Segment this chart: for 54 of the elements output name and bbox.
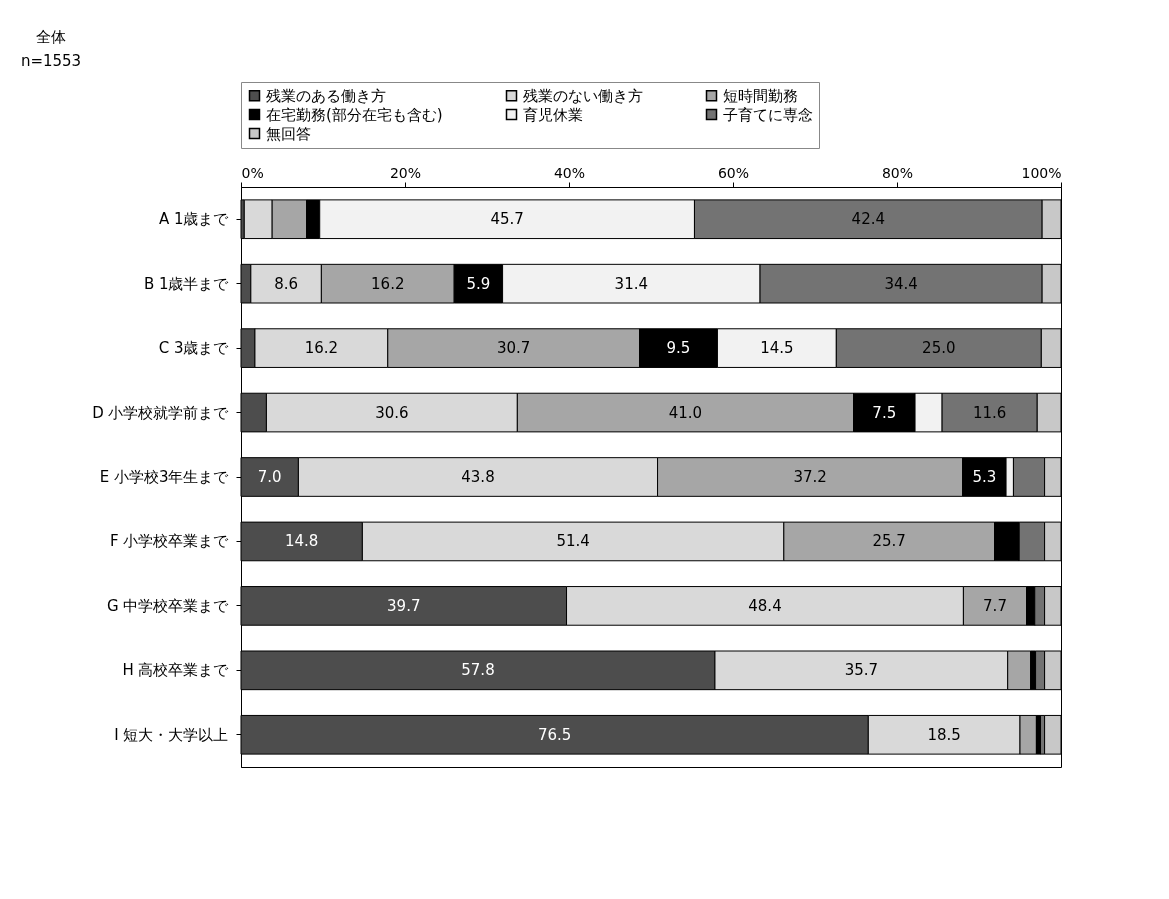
x-tick-label: 0% [241, 164, 264, 181]
data-label: 41.0 [668, 403, 703, 422]
data-label: 51.4 [556, 532, 590, 551]
data-label: 42.4 [851, 210, 885, 229]
data-label: 25.0 [922, 339, 956, 358]
data-label: 9.5 [666, 339, 691, 358]
y-tick-label: I 短大・大学以上 [114, 725, 229, 744]
data-label: 16.2 [304, 339, 339, 358]
data-label: 25.7 [872, 532, 906, 551]
legend-label: 残業のある働き方 [266, 86, 386, 105]
data-label: 35.7 [844, 661, 879, 680]
data-label: 30.7 [496, 339, 531, 358]
data-label: 45.7 [490, 210, 524, 229]
x-tick-label: 20% [389, 164, 422, 181]
x-tick-label: 80% [881, 164, 914, 181]
legend-label: 残業のない働き方 [523, 86, 643, 105]
data-label: 7.0 [257, 468, 282, 486]
data-label: 34.4 [884, 274, 918, 293]
data-label: 37.2 [793, 468, 827, 486]
x-tick-label: 60% [717, 164, 750, 181]
data-label: 76.5 [537, 725, 572, 744]
y-tick-label: H 高校卒業まで [122, 661, 230, 680]
data-label: 16.2 [371, 274, 405, 293]
data-label: 14.5 [760, 339, 794, 358]
legend-label: 無回答 [266, 124, 311, 143]
data-label: 8.6 [274, 274, 299, 293]
x-tick-label: 40% [553, 164, 586, 181]
x-tick-label: 100% [1021, 164, 1062, 181]
y-tick-label: B 1歳半まで [143, 274, 230, 293]
y-tick-label: A 1歳まで [158, 210, 230, 229]
data-label: 31.4 [614, 274, 649, 293]
data-label: 43.8 [461, 468, 495, 486]
data-label: 30.6 [375, 403, 409, 422]
data-label: 5.9 [466, 274, 491, 293]
legend-label: 子育てに専念 [723, 105, 813, 124]
data-label: 7.5 [872, 403, 897, 422]
legend-label: 育児休業 [523, 105, 583, 124]
y-tick-label: F 小学校卒業まで [110, 532, 230, 551]
text: n=1553 [20, 52, 82, 70]
data-label: 48.4 [748, 596, 782, 615]
data-label: 39.7 [387, 596, 421, 615]
data-label: 5.3 [972, 468, 997, 486]
y-tick-label: D 小学校就学前まで [92, 403, 230, 422]
data-label: 7.7 [983, 596, 1007, 615]
legend-label: 在宅勤務(部分在宅も含む) [266, 105, 443, 124]
y-tick-label: E 小学校3年生まで [99, 468, 230, 486]
y-tick-label: G 中学校卒業まで [107, 596, 230, 615]
text: 全体 [36, 28, 66, 46]
data-label: 14.8 [284, 532, 319, 551]
legend-label: 短時間勤務 [723, 86, 798, 105]
data-label: 11.6 [972, 403, 1007, 422]
y-tick-label: C 3歳まで [158, 339, 230, 358]
data-label: 18.5 [927, 725, 961, 744]
data-label: 57.8 [461, 661, 495, 680]
